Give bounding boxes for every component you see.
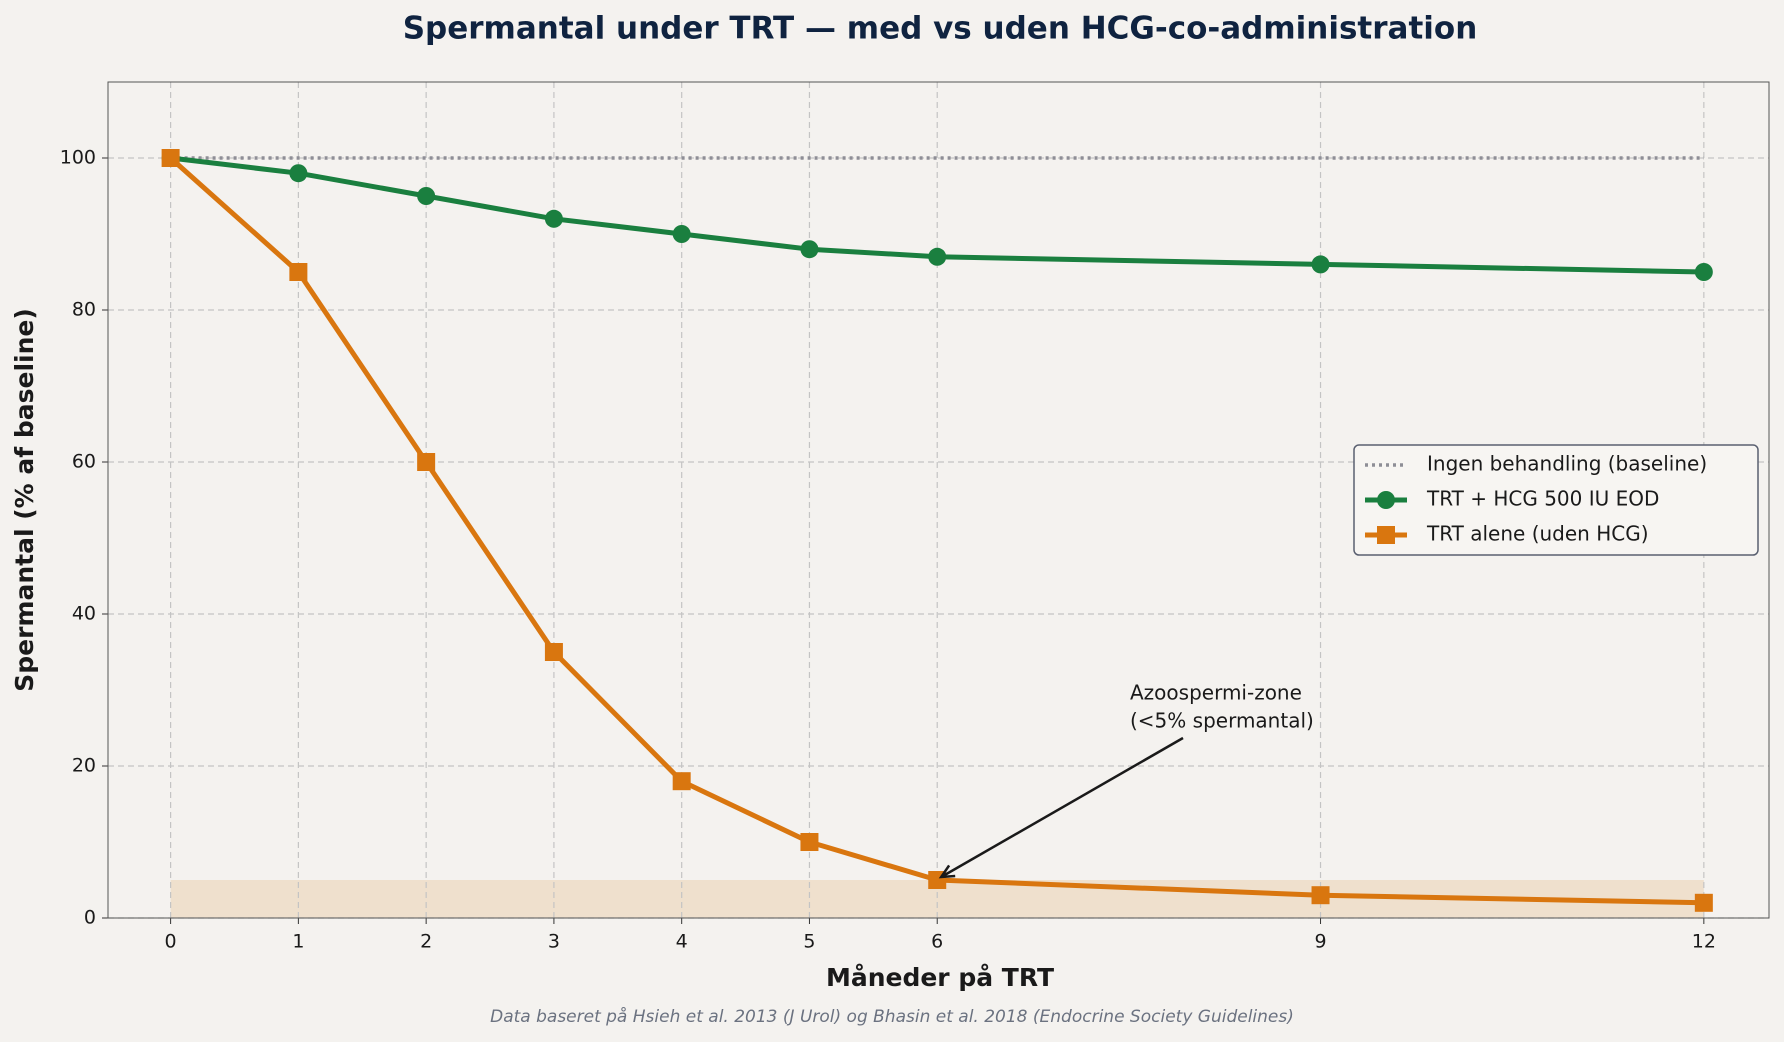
marker bbox=[800, 240, 819, 259]
x-tick-label: 6 bbox=[931, 931, 943, 953]
marker bbox=[800, 833, 819, 851]
marker bbox=[672, 225, 691, 243]
x-tick-label: 1 bbox=[292, 931, 304, 953]
x-tick-label: 3 bbox=[548, 931, 560, 953]
annotation-arrow bbox=[940, 736, 1184, 879]
legend-box bbox=[1353, 444, 1759, 556]
x-tick-label: 12 bbox=[1692, 931, 1716, 953]
legend-label: Ingen behandling (baseline) bbox=[1427, 452, 1707, 476]
marker bbox=[544, 209, 563, 228]
annotation-arrowhead bbox=[938, 864, 956, 879]
annotation-text: Azoospermi-zone bbox=[1130, 681, 1302, 705]
x-tick-label: 0 bbox=[165, 931, 177, 953]
annotation-text: (<5% spermantal) bbox=[1130, 709, 1314, 733]
x-tick-label: 4 bbox=[676, 931, 688, 953]
y-tick-label: 80 bbox=[72, 299, 96, 321]
x-tick-label: 9 bbox=[1314, 931, 1326, 953]
chart-title: Spermantal under TRT — med vs uden HCG-c… bbox=[403, 11, 1478, 47]
y-tick-label: 20 bbox=[72, 755, 96, 777]
x-axis-label: Måneder på TRT bbox=[826, 963, 1054, 992]
marker bbox=[544, 643, 563, 661]
x-tick-label: 5 bbox=[803, 931, 815, 953]
marker bbox=[1311, 886, 1330, 905]
marker bbox=[417, 187, 436, 205]
marker bbox=[161, 149, 180, 167]
y-axis-label: Spermantal (% af baseline) bbox=[10, 308, 39, 692]
y-tick-label: 60 bbox=[72, 451, 96, 473]
legend-marker bbox=[1377, 491, 1395, 509]
marker bbox=[289, 164, 308, 183]
marker bbox=[417, 453, 436, 471]
marker bbox=[1694, 893, 1713, 912]
legend-marker bbox=[1377, 526, 1395, 544]
marker bbox=[289, 263, 308, 281]
y-tick-label: 40 bbox=[72, 603, 96, 625]
plot-frame bbox=[107, 81, 1770, 919]
marker bbox=[1311, 255, 1330, 274]
legend-label: TRT + HCG 500 IU EOD bbox=[1426, 487, 1659, 511]
legend-label: TRT alene (uden HCG) bbox=[1426, 522, 1649, 546]
footnote: Data baseret på Hsieh et al. 2013 (J Uro… bbox=[490, 1006, 1294, 1027]
marker bbox=[928, 247, 947, 266]
marker bbox=[1694, 263, 1713, 281]
x-tick-label: 2 bbox=[420, 931, 432, 953]
y-tick-label: 0 bbox=[84, 907, 96, 929]
marker bbox=[672, 772, 691, 791]
y-tick-label: 100 bbox=[60, 147, 96, 169]
